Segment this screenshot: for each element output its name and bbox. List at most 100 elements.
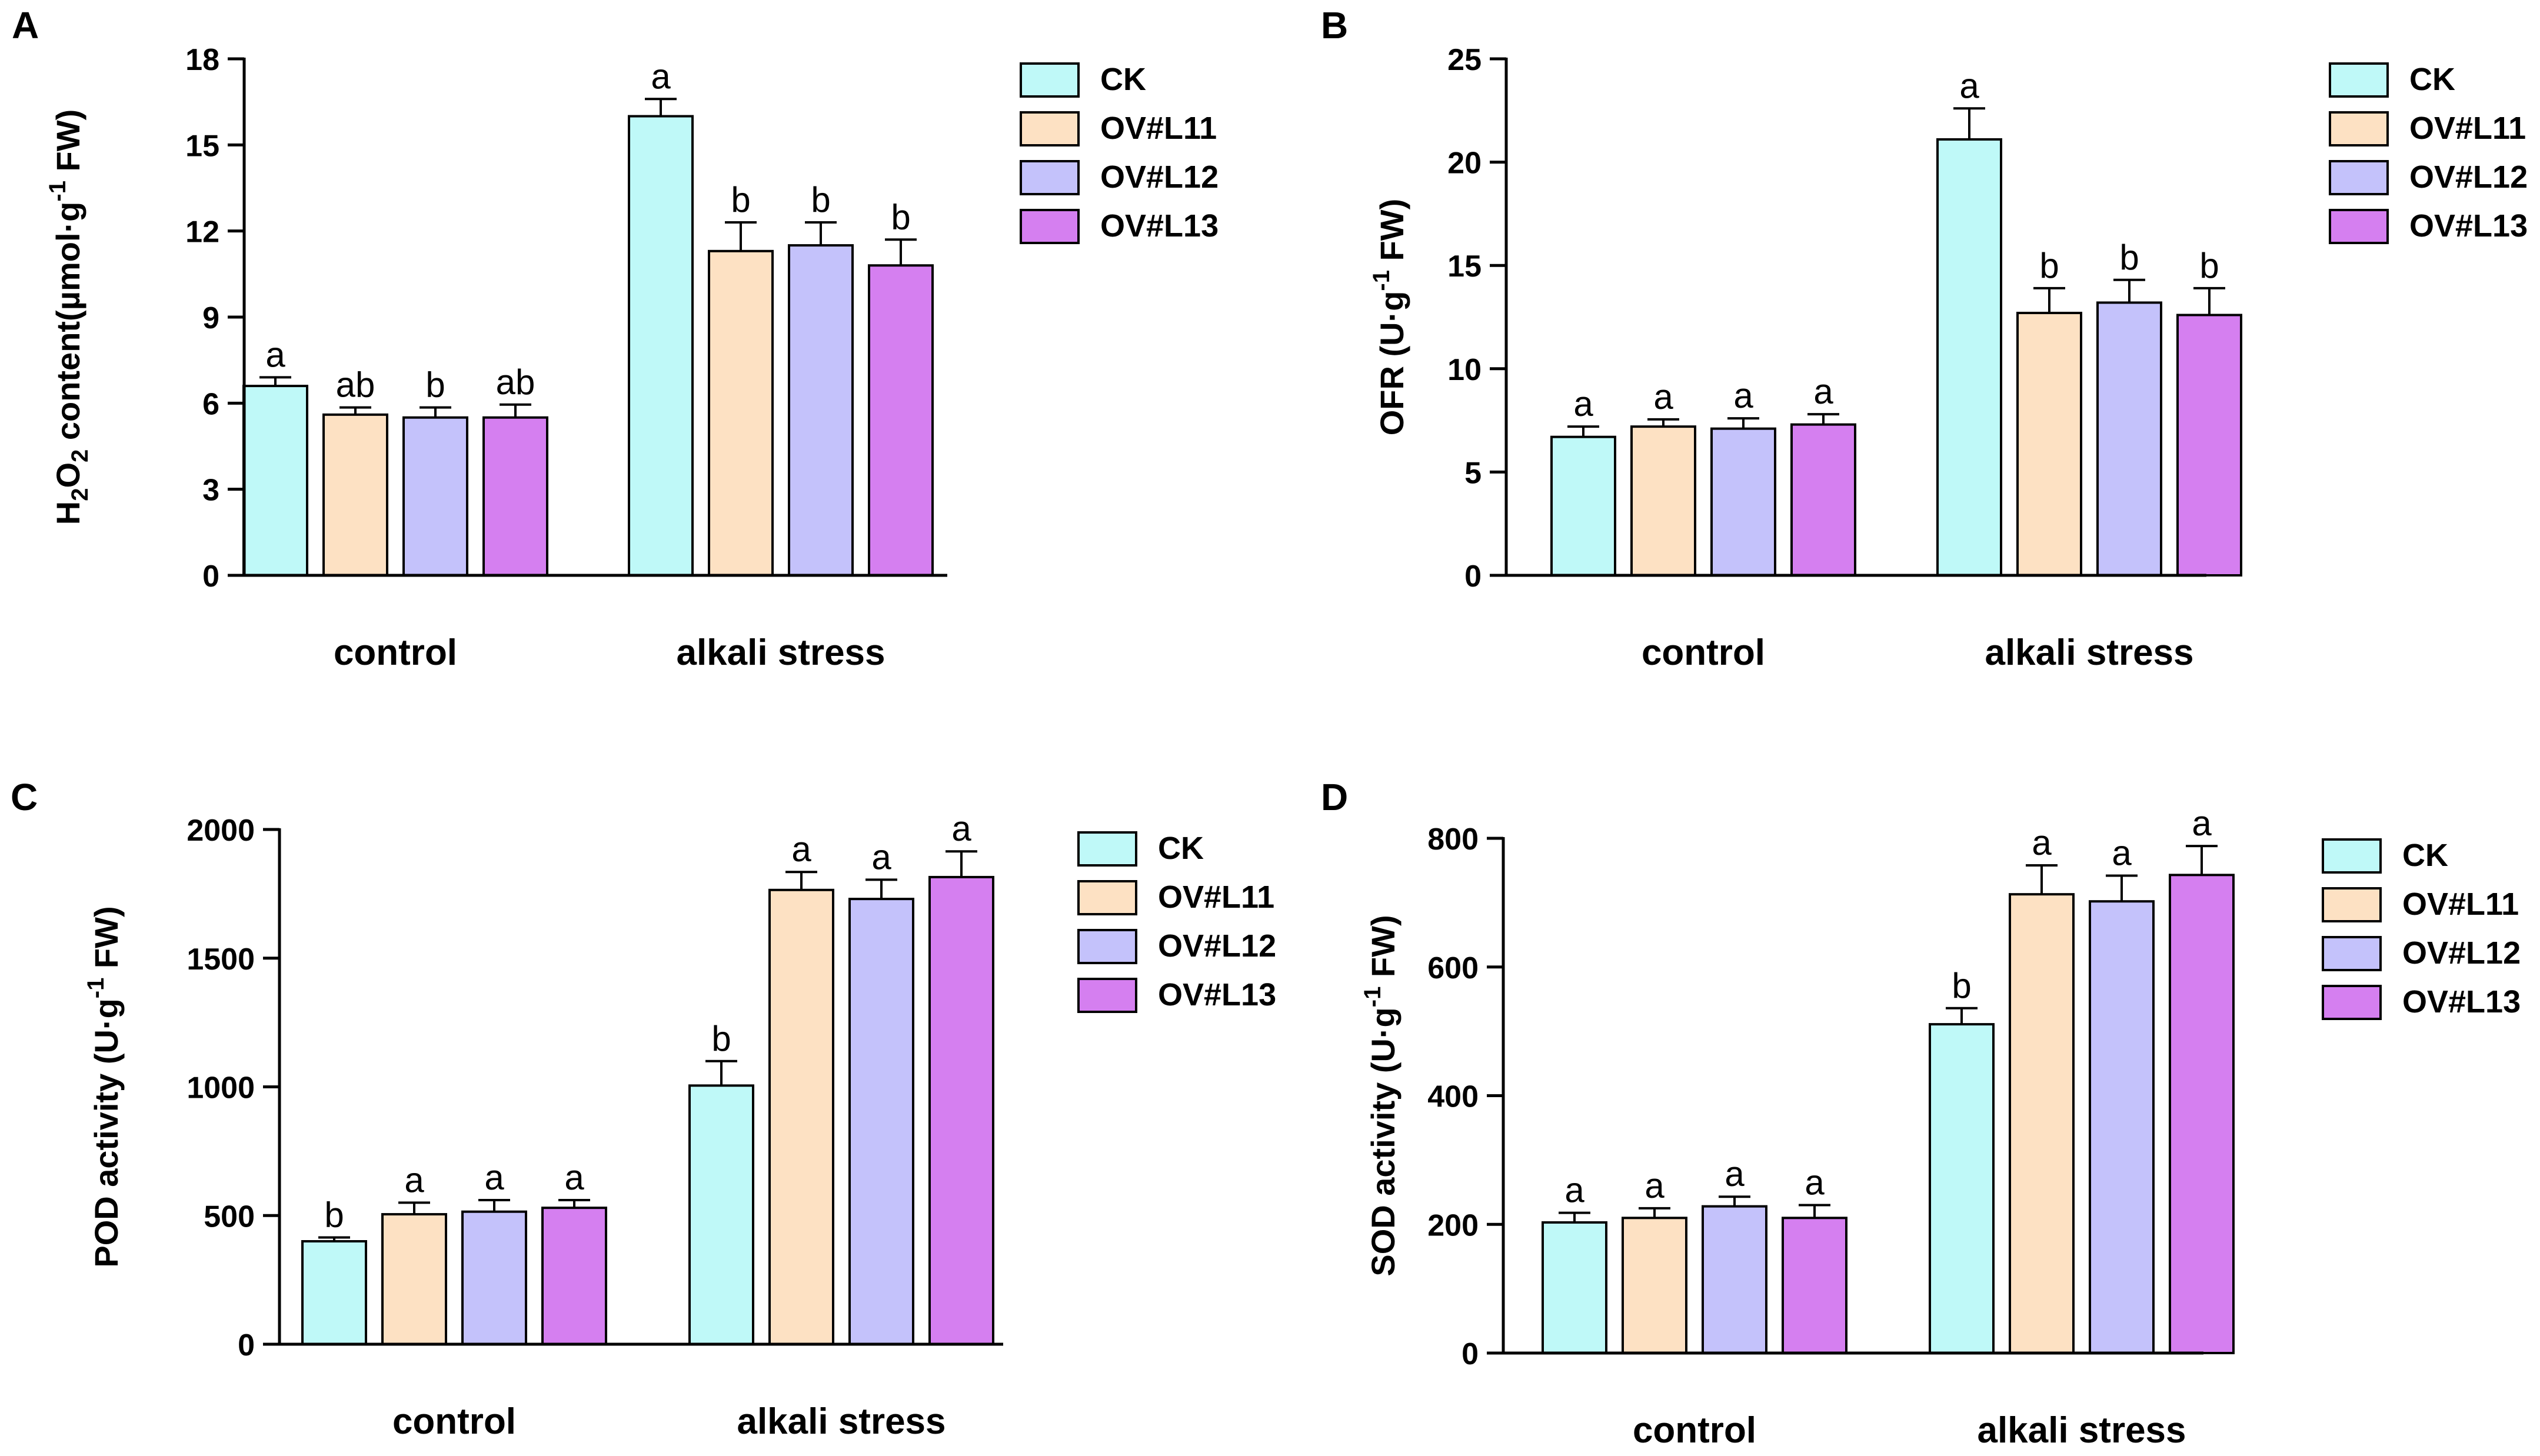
significance-label: b	[425, 365, 445, 405]
bar-ovl11-control	[322, 413, 388, 577]
y-label-text: FW)	[49, 109, 86, 181]
y-tick-label: 500	[204, 1200, 255, 1234]
panel-letter: D	[1321, 776, 1348, 818]
y-label-text: OFR (U·g	[1373, 291, 1410, 436]
group-label-control: control	[334, 632, 457, 673]
bar-ovl13-alkali	[868, 264, 934, 577]
significance-label: b	[2119, 238, 2139, 277]
legend-label: OV#L12	[1158, 928, 1276, 964]
significance-label: a	[2032, 823, 2052, 862]
legend-swatch	[2329, 62, 2389, 98]
legend-label: OV#L13	[1100, 208, 1219, 244]
significance-label: a	[1725, 1154, 1745, 1194]
y-tick-label: 20	[1447, 146, 1482, 181]
bar-ovl12-control	[1710, 427, 1776, 577]
significance-label: b	[1952, 966, 1971, 1005]
y-tick-label: 10	[1447, 353, 1482, 387]
panel-letter: B	[1321, 4, 1348, 46]
y-tick-label: 400	[1427, 1080, 1479, 1114]
legend-swatch	[2329, 111, 2389, 146]
legend-swatch	[2322, 887, 2382, 922]
y-tick-label: 0	[238, 1328, 255, 1362]
significance-label: b	[2039, 246, 2059, 285]
significance-label: a	[1644, 1166, 1665, 1205]
legend-label: OV#L13	[1158, 977, 1276, 1012]
significance-label: b	[711, 1019, 731, 1058]
legend-label: OV#L13	[2409, 208, 2528, 244]
bar-ovl13-alkali	[2176, 314, 2242, 577]
chart-panel-b: Ba a a a control a b b b alkali stress 0 5 10 15 20 25 O…	[1321, 4, 2528, 673]
bar-ovl11-alkali	[768, 888, 834, 1345]
significance-label: a	[2112, 833, 2132, 872]
y-label-text: content(µmol·g	[49, 202, 86, 449]
significance-label: a	[2192, 804, 2212, 843]
y-label-sub: 2	[67, 449, 93, 462]
y-tick-label: 600	[1427, 951, 1479, 985]
significance-label: a	[1573, 384, 1593, 424]
y-tick-label: 12	[185, 215, 219, 249]
bar-ovl12-control	[1702, 1205, 1767, 1354]
chart-panel-c: Cb a a a control b a a a alkali stress 0 500 1000 150…	[11, 776, 1276, 1442]
y-label-text: POD activity (U·g	[88, 998, 125, 1267]
significance-label: a	[404, 1160, 424, 1200]
y-tick-label: 2000	[187, 814, 255, 848]
bar-ovl13-control	[1790, 423, 1856, 577]
bar-ovl12-alkali	[788, 244, 854, 577]
significance-label: b	[891, 197, 910, 236]
bar-ovl13-control	[482, 416, 548, 577]
significance-label: b	[811, 180, 830, 219]
bar-ck-alkali	[688, 1084, 754, 1345]
bar-ovl11-control	[1630, 425, 1696, 577]
bar-ovl13-control	[1782, 1217, 1847, 1354]
bar-ovl12-alkali	[2096, 301, 2162, 577]
legend-label: OV#L12	[1100, 159, 1219, 195]
significance-label: a	[1813, 372, 1833, 411]
significance-label: a	[484, 1158, 504, 1197]
bar-ovl11-control	[381, 1213, 447, 1345]
y-label-sub: 2	[67, 488, 93, 501]
bar-ovl13-alkali	[928, 875, 994, 1345]
bar-ck-control	[1550, 435, 1616, 577]
bar-ck-control	[301, 1240, 367, 1345]
legend-swatch	[2329, 160, 2389, 195]
bar-ovl11-alkali	[2016, 311, 2082, 577]
group-label-control: control	[1642, 632, 1765, 673]
significance-label: b	[731, 180, 750, 219]
y-tick-label: 5	[1464, 456, 1482, 490]
y-axis-label: POD activity (U·g-1 FW)	[83, 906, 125, 1267]
significance-label: ab	[496, 362, 535, 402]
bar-ovl13-control	[541, 1207, 607, 1345]
significance-label: a	[871, 837, 891, 877]
group-label-alkali-stress: alkali stress	[676, 632, 885, 673]
y-tick-label: 15	[185, 129, 219, 163]
y-label-sup: -1	[83, 978, 109, 999]
legend-label: OV#L11	[2409, 111, 2526, 146]
significance-label: a	[564, 1158, 584, 1197]
bar-ovl12-alkali	[848, 898, 914, 1345]
y-label-sup: -1	[1369, 270, 1394, 291]
significance-label: a	[1959, 66, 1979, 105]
panel-letter: C	[11, 776, 38, 818]
legend-label: OV#L12	[2402, 935, 2521, 971]
significance-label: ab	[336, 365, 375, 405]
group-label-alkali-stress: alkali stress	[737, 1401, 946, 1442]
legend-label: CK	[2409, 62, 2455, 97]
legend-label: OV#L13	[2402, 984, 2521, 1019]
significance-label: b	[2199, 246, 2219, 285]
legend-swatch	[2322, 936, 2382, 971]
y-tick-label: 800	[1427, 822, 1479, 857]
y-tick-label: 18	[185, 43, 219, 77]
y-tick-label: 0	[1464, 559, 1482, 594]
bar-ck-alkali	[628, 115, 694, 577]
y-tick-label: 1000	[187, 1071, 255, 1105]
legend-label: CK	[2402, 838, 2448, 873]
y-label-text: SOD activity (U·g	[1364, 1007, 1402, 1276]
chart-panel-d: Da a a a control b a a a alkali stress 0 200 400 600 8…	[1321, 776, 2521, 1451]
y-label-sup: -1	[45, 181, 71, 202]
bar-ovl12-control	[461, 1210, 527, 1345]
y-tick-label: 0	[202, 559, 219, 594]
bar-ck-alkali	[1929, 1023, 1995, 1354]
significance-label: a	[951, 809, 971, 848]
significance-label: a	[1564, 1171, 1584, 1210]
y-label-text: H	[49, 501, 86, 525]
